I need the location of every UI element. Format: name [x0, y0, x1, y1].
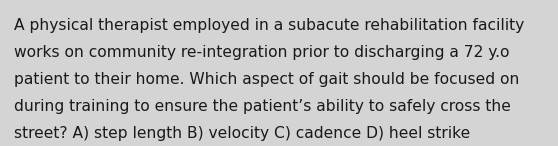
Text: street? A) step length B) velocity C) cadence D) heel strike: street? A) step length B) velocity C) ca…: [14, 126, 470, 141]
Text: during training to ensure the patient’s ability to safely cross the: during training to ensure the patient’s …: [14, 99, 511, 114]
Text: works on community re-integration prior to discharging a 72 y.o: works on community re-integration prior …: [14, 45, 509, 60]
Text: A physical therapist employed in a subacute rehabilitation facility: A physical therapist employed in a subac…: [14, 18, 524, 33]
Text: patient to their home. Which aspect of gait should be focused on: patient to their home. Which aspect of g…: [14, 72, 519, 87]
